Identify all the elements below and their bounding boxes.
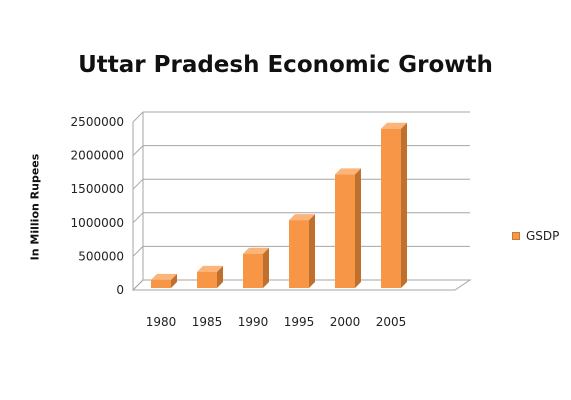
bar-side: [401, 122, 407, 288]
bar-top: [243, 247, 269, 254]
y-tick-label: 500000: [78, 249, 124, 263]
bar-top: [335, 168, 361, 175]
x-tick-label: 1990: [238, 315, 269, 329]
bar: [381, 128, 401, 288]
gridline-side: [132, 111, 144, 123]
bar-top: [289, 214, 315, 221]
chart-title: Uttar Pradesh Economic Growth: [78, 52, 493, 78]
gridline-side: [132, 145, 144, 156]
bar: [335, 174, 355, 288]
bar: [289, 220, 309, 288]
bar-top: [151, 273, 177, 280]
legend-label-gsdp: GSDP: [526, 229, 560, 243]
x-tick-label: 1980: [146, 315, 177, 329]
x-tick-label: 1995: [284, 315, 315, 329]
bar: [151, 279, 171, 288]
bar-side: [263, 247, 269, 288]
floor: [131, 279, 472, 291]
gridline-side: [132, 212, 144, 224]
bar-side: [171, 273, 177, 288]
gridline-side: [132, 178, 144, 190]
y-tick-label: 2000000: [71, 149, 124, 163]
x-tick-label: 2000: [330, 315, 361, 329]
bar: [197, 271, 217, 288]
legend: GSDP: [512, 229, 559, 243]
bar-top: [197, 265, 223, 272]
x-tick-label: 2005: [376, 315, 407, 329]
y-tick-label: 1000000: [71, 216, 124, 230]
gridline-side: [132, 246, 144, 257]
bar-side: [355, 168, 361, 288]
bar-top: [381, 122, 407, 129]
x-tick-label: 1985: [192, 315, 223, 329]
legend-swatch-gsdp: [512, 232, 520, 240]
bar-side: [217, 265, 223, 288]
bar: [243, 253, 263, 288]
y-tick-label: 1500000: [71, 182, 124, 196]
bar-side: [309, 214, 315, 288]
y-tick-label: 2500000: [71, 115, 124, 129]
y-tick-label: 0: [116, 283, 124, 297]
